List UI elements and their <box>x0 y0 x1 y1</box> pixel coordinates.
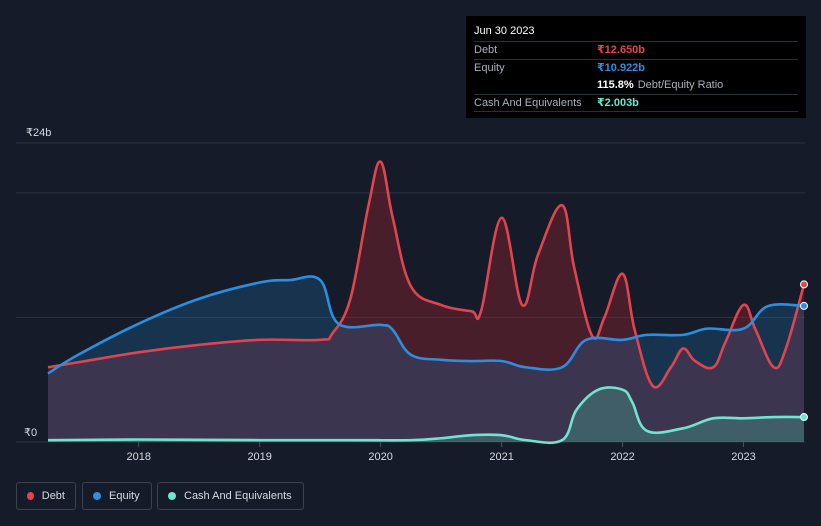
x-tick-label: 2022 <box>610 451 634 463</box>
tooltip-cash-value: ₹2.003b <box>597 97 639 109</box>
legend-item-equity[interactable]: Equity <box>82 482 152 510</box>
tooltip-debt-value: ₹12.650b <box>597 44 646 56</box>
hover-tooltip: Jun 30 2023 Debt ₹12.650b Equity ₹10.922… <box>466 16 806 118</box>
debt-legend-dot-icon <box>27 492 34 500</box>
tooltip-equity-value: ₹10.922b <box>597 62 646 74</box>
x-tick-label: 2019 <box>247 451 271 463</box>
x-tick-label: 2018 <box>126 451 150 463</box>
tooltip-ratio-row: 115.8% Debt/Equity Ratio <box>474 77 798 93</box>
x-tick-label: 2021 <box>489 451 513 463</box>
debt-line <box>47 160 806 389</box>
y-tick-label-zero: ₹0 <box>24 427 38 439</box>
equity-line <box>47 275 805 375</box>
tooltip-ratio-value: 115.8% <box>597 79 634 91</box>
legend-cash-label: Cash And Equivalents <box>184 490 292 502</box>
tooltip-cash-label: Cash And Equivalents <box>474 97 582 109</box>
equity-legend-dot-icon <box>93 492 101 500</box>
x-tick-label: 2023 <box>731 451 755 463</box>
grid-lines <box>16 142 805 443</box>
tooltip-ratio-label: Debt/Equity Ratio <box>637 79 724 91</box>
tooltip-date: Jun 30 2023 <box>474 25 535 37</box>
tooltip-debt-label: Debt <box>474 44 498 56</box>
legend-equity-label: Equity <box>109 490 140 502</box>
tooltip-debt-row: Debt ₹12.650b <box>474 41 798 58</box>
series-areas <box>48 161 804 443</box>
legend-item-cash[interactable]: Cash And Equivalents <box>157 482 304 510</box>
tooltip-equity-row: Equity ₹10.922b <box>474 59 798 76</box>
cash-and-equivalents-area <box>48 387 804 443</box>
debt-end-marker <box>800 280 808 289</box>
series-end-markers <box>800 280 808 422</box>
legend-debt-label: Debt <box>41 490 65 502</box>
legend-item-debt[interactable]: Debt <box>16 482 76 510</box>
debt-area <box>48 161 804 442</box>
y-tick-label-top: ₹24b <box>26 127 52 139</box>
cash-and-equivalents-end-marker <box>800 413 808 422</box>
x-tick-label: 2020 <box>368 451 392 463</box>
tooltip-cash-row: Cash And Equivalents ₹2.003b <box>474 94 798 112</box>
series-lines <box>47 160 806 445</box>
cash-legend-dot-icon <box>168 492 176 500</box>
equity-end-marker <box>800 301 808 310</box>
tooltip-equity-label: Equity <box>474 62 505 74</box>
x-axis-ticks: 2018 2019 2020 2021 2022 2023 <box>126 442 756 463</box>
cash-and-equivalents-line <box>47 386 805 445</box>
